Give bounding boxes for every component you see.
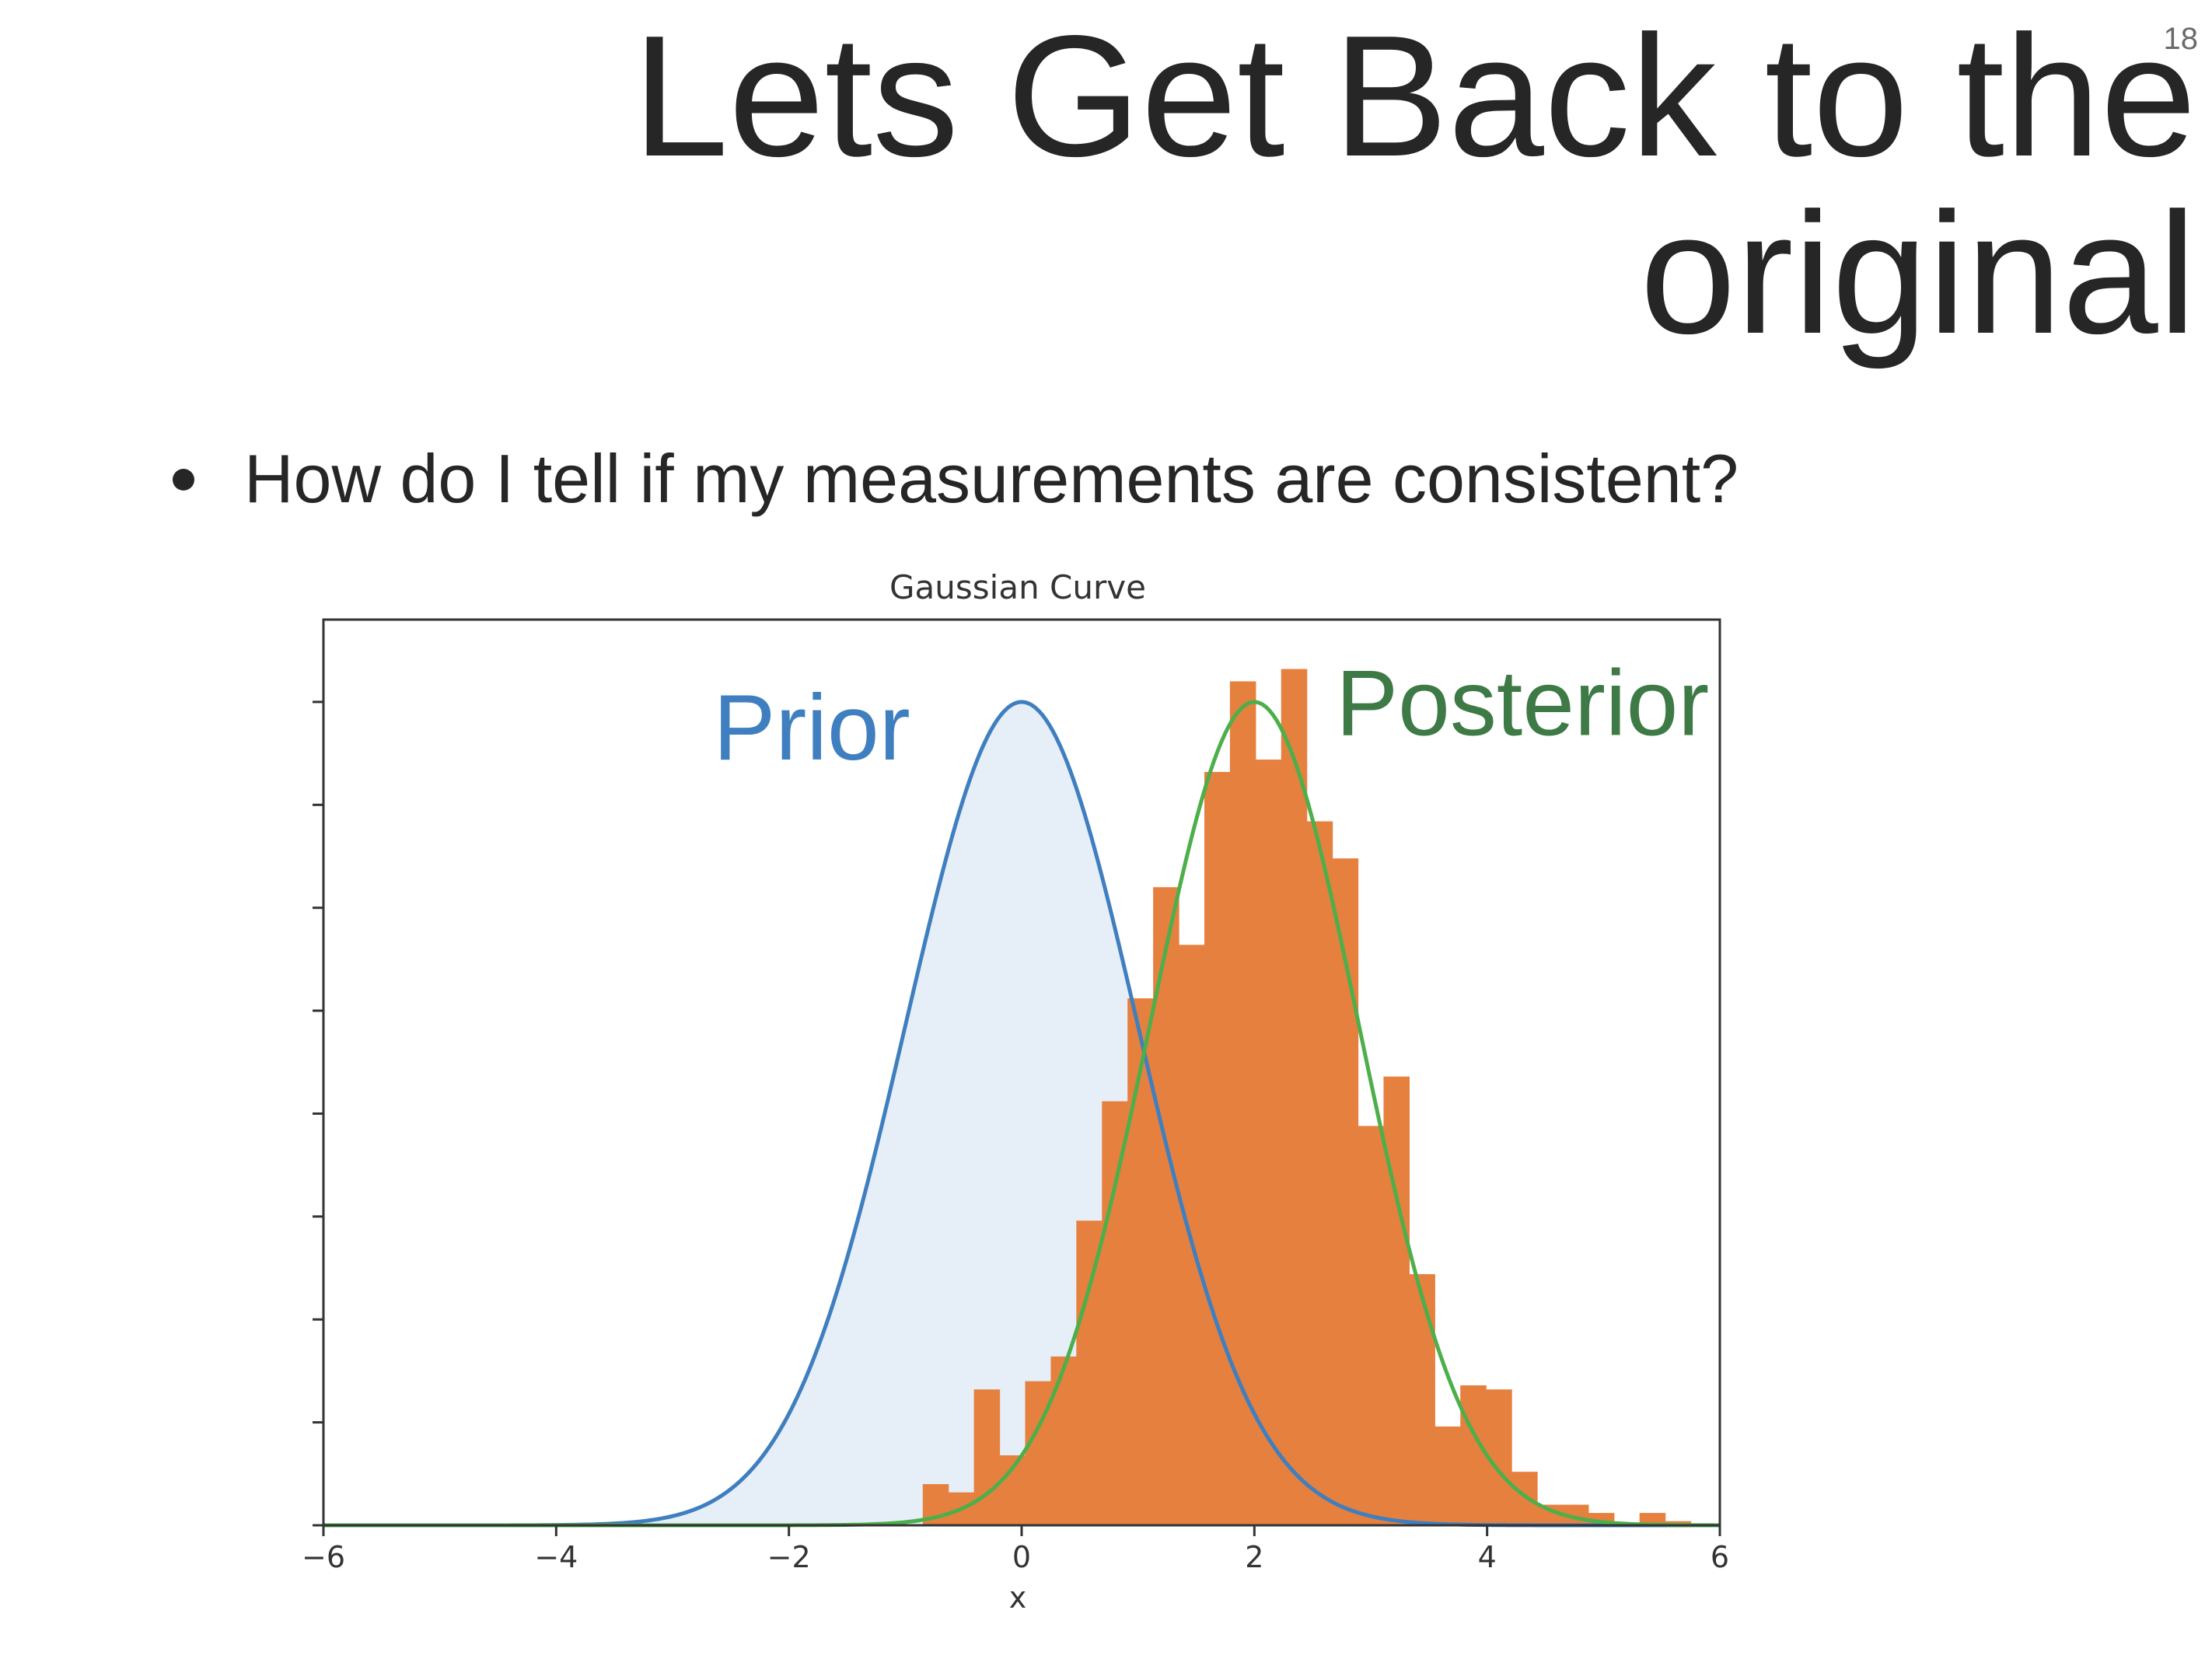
prior-label: Prior [713,676,910,780]
histogram-bar [1281,669,1308,1525]
x-tick-label: 6 [1711,1540,1729,1574]
histogram-bar [1409,1273,1435,1525]
histogram-bar [1460,1385,1487,1525]
histogram-bar [1434,1426,1461,1525]
histogram-bar [1383,1076,1410,1525]
histogram-bar [1204,771,1231,1525]
x-tick-label: −4 [534,1540,578,1574]
histogram-bar [1179,945,1205,1525]
x-axis-label: x [1009,1580,1027,1615]
x-tick-label: 4 [1478,1540,1497,1574]
prior-area [323,701,1720,1526]
histogram-bar [973,1389,1001,1525]
x-tick-label: 2 [1245,1540,1263,1574]
slide-title-line-2: original [1640,177,2196,370]
histogram-bar [1076,1221,1103,1525]
posterior-label: Posterior [1336,651,1709,755]
histogram-bar [1358,1126,1385,1525]
histogram-bar [1255,760,1282,1525]
histogram-bar [1229,681,1256,1526]
histogram-bar [1639,1513,1666,1525]
x-tick-label: 0 [1012,1540,1031,1574]
histogram-bar [1127,998,1154,1525]
histogram-bar [1025,1381,1052,1525]
histogram-bar [1102,1101,1128,1525]
slide-number: 18 [2163,22,2199,56]
bullet-dot-icon [173,468,194,491]
slide-title-line-1: Lets Get Back to the [632,0,2196,193]
x-tick-label: −6 [302,1540,345,1574]
bullet-text: How do I tell if my measurements are con… [244,440,1739,517]
chart-title: Gaussian Curve [889,568,1146,606]
bullet-item: How do I tell if my measurements are con… [173,439,1738,519]
x-tick-label: −2 [767,1540,811,1574]
histogram-bar [1306,821,1333,1525]
slide-title: Lets Get Back to the original [486,8,2196,362]
histogram-bar [1050,1356,1077,1525]
histogram-bar [1511,1472,1538,1525]
